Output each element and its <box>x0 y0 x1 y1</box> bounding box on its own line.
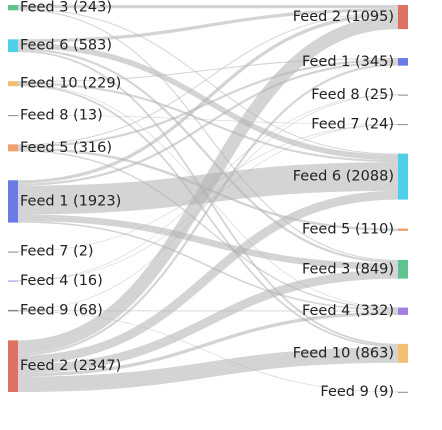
source-label: Feed 2 (2347) <box>20 358 121 374</box>
source-node <box>8 144 18 152</box>
source-label: Feed 3 (243) <box>20 0 112 16</box>
source-node <box>8 251 18 253</box>
target-label: Feed 10 (863) <box>293 345 394 361</box>
link <box>17 84 399 348</box>
target-node <box>398 343 408 363</box>
link <box>17 50 399 346</box>
target-node <box>398 228 408 231</box>
source-label: Feed 8 (13) <box>20 107 103 123</box>
link <box>17 114 399 125</box>
link <box>17 147 399 231</box>
target-node <box>398 259 408 279</box>
source-node <box>8 180 18 223</box>
link <box>17 190 399 365</box>
source-label: Feed 6 (583) <box>20 38 112 54</box>
source-node <box>8 81 18 87</box>
source-label: Feed 5 (316) <box>20 140 112 156</box>
source-node <box>8 115 18 117</box>
link <box>17 9 399 262</box>
target-node <box>398 153 408 200</box>
link <box>17 61 399 186</box>
link <box>17 124 399 282</box>
source-label: Feed 9 (68) <box>20 303 103 319</box>
nodes: Feed 3 (243) Feed 6 (583) Feed 10 (229) Fee… <box>8 0 408 400</box>
link <box>17 42 399 161</box>
link <box>17 11 399 146</box>
target-label: Feed 8 (25) <box>311 87 394 103</box>
target-node <box>398 58 408 66</box>
source-node <box>8 280 18 282</box>
link <box>17 8 399 155</box>
source-label: Feed 10 (229) <box>20 76 121 92</box>
link <box>17 84 399 308</box>
source-label: Feed 4 (16) <box>20 273 103 289</box>
source-node <box>8 340 18 392</box>
link <box>17 8 399 43</box>
target-node <box>398 5 408 30</box>
target-label: Feed 1 (345) <box>302 54 394 70</box>
link <box>17 63 399 356</box>
link <box>17 58 399 83</box>
link <box>17 214 399 270</box>
target-label: Feed 2 (1095) <box>293 9 394 25</box>
target-label: Feed 9 (9) <box>320 384 394 400</box>
target-label: Feed 3 (849) <box>302 261 394 277</box>
link <box>17 311 399 377</box>
link <box>17 269 399 374</box>
links <box>17 4 399 393</box>
link <box>17 124 399 252</box>
target-label: Feed 7 (24) <box>311 116 394 132</box>
source-node <box>8 39 18 53</box>
link <box>17 82 399 163</box>
link <box>17 310 399 393</box>
link <box>17 220 399 311</box>
target-node <box>398 124 408 126</box>
source-label: Feed 1 (1923) <box>20 193 121 209</box>
source-label: Feed 7 (2) <box>20 244 94 260</box>
target-label: Feed 4 (332) <box>302 303 394 319</box>
link <box>17 12 399 184</box>
link <box>17 347 399 392</box>
target-node <box>398 391 408 393</box>
source-node <box>8 309 18 312</box>
target-node <box>398 307 408 315</box>
target-label: Feed 6 (2088) <box>293 169 394 185</box>
target-node <box>398 94 408 96</box>
link <box>17 48 399 264</box>
link <box>17 59 399 148</box>
source-node <box>8 5 18 11</box>
target-label: Feed 5 (110) <box>302 222 394 238</box>
link <box>17 149 399 310</box>
